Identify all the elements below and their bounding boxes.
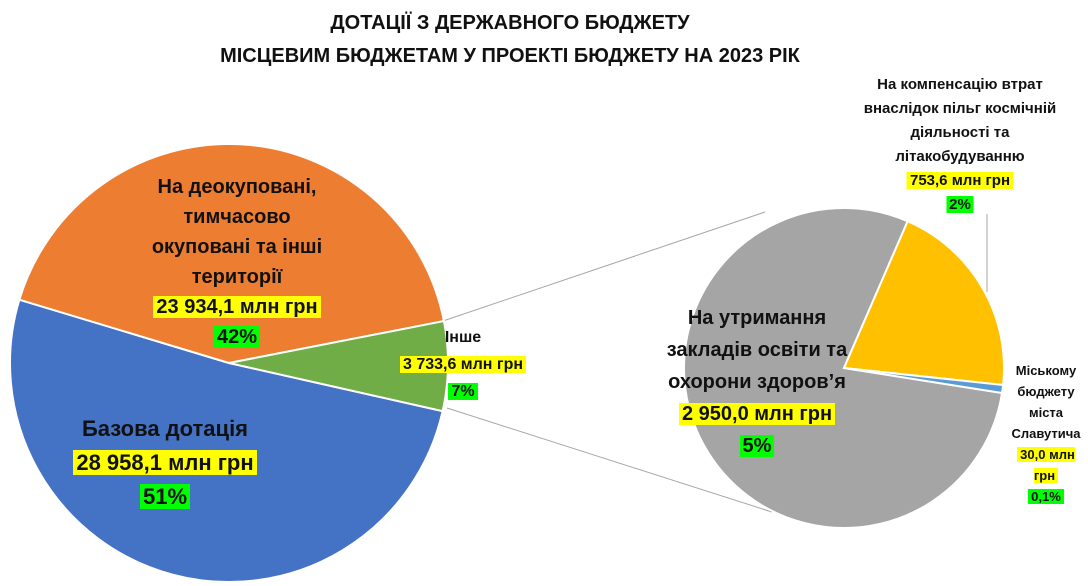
value-label: 23 934,1 млн грн xyxy=(153,296,321,318)
chart-title: МІСЦЕВИМ БЮДЖЕТАМ У ПРОЕКТІ БЮДЖЕТУ НА 2… xyxy=(220,45,800,67)
connector xyxy=(446,407,773,513)
pie-slice xyxy=(9,298,444,583)
data-label: На компенсацію втрат внаслідок пільг кос… xyxy=(853,73,1068,217)
pie-slice xyxy=(843,367,1005,395)
data-label: Інше 3 733,6 млн грн 7% xyxy=(378,324,548,405)
data-label: На деокуповані, тимчасово окуповані та і… xyxy=(132,172,342,352)
category-label: Базова дотація xyxy=(81,416,249,441)
category-label: Інше xyxy=(444,329,482,346)
data-label: На утримання закладів освіти та охорони … xyxy=(647,302,867,462)
data-label: Міському бюджету міста Славутича 30,0 млн… xyxy=(1008,360,1084,507)
percent-line: 42% xyxy=(132,322,342,352)
value-label: 2 950,0 млн грн xyxy=(678,403,836,425)
connector xyxy=(439,211,766,323)
value-line: 3 733,6 млн грн xyxy=(378,351,548,378)
percent-line: 5% xyxy=(647,430,867,462)
value-label: 753,6 млн грн xyxy=(906,172,1014,189)
percent-line: 7% xyxy=(378,378,548,405)
value-line: 30,0 млн грн xyxy=(1008,444,1084,486)
data-label: Базова дотація 28 958,1 млн грн 51% xyxy=(35,412,295,514)
percent-label: 51% xyxy=(139,484,191,509)
chart-title: ДОТАЦІЇ З ДЕРЖАВНОГО БЮДЖЕТУ xyxy=(330,12,690,34)
value-label: 3 733,6 млн грн xyxy=(399,356,527,373)
percent-label: 7% xyxy=(448,383,478,400)
category-label: На деокуповані, тимчасово окуповані та і… xyxy=(151,176,323,288)
percent-label: 0,1% xyxy=(1028,489,1064,504)
percent-line: 0,1% xyxy=(1008,486,1084,507)
percent-label: 5% xyxy=(739,435,775,457)
value-line: 28 958,1 млн грн xyxy=(35,446,295,480)
category-label: На утримання закладів освіти та охорони … xyxy=(666,307,848,393)
category-label: На компенсацію втрат внаслідок пільг кос… xyxy=(863,76,1057,165)
pie-slice xyxy=(842,219,1005,387)
percent-line: 51% xyxy=(35,480,295,514)
percent-label: 42% xyxy=(213,326,261,348)
value-line: 753,6 млн грн xyxy=(853,169,1068,193)
value-line: 2 950,0 млн грн xyxy=(647,398,867,430)
pie-slice xyxy=(18,143,446,365)
value-label: 30,0 млн грн xyxy=(1017,447,1075,483)
value-line: 23 934,1 млн грн xyxy=(132,292,342,322)
category-label: Міському бюджету міста Славутича xyxy=(1011,363,1081,441)
percent-label: 2% xyxy=(946,196,974,213)
value-label: 28 958,1 млн грн xyxy=(73,450,257,475)
percent-line: 2% xyxy=(853,193,1068,217)
